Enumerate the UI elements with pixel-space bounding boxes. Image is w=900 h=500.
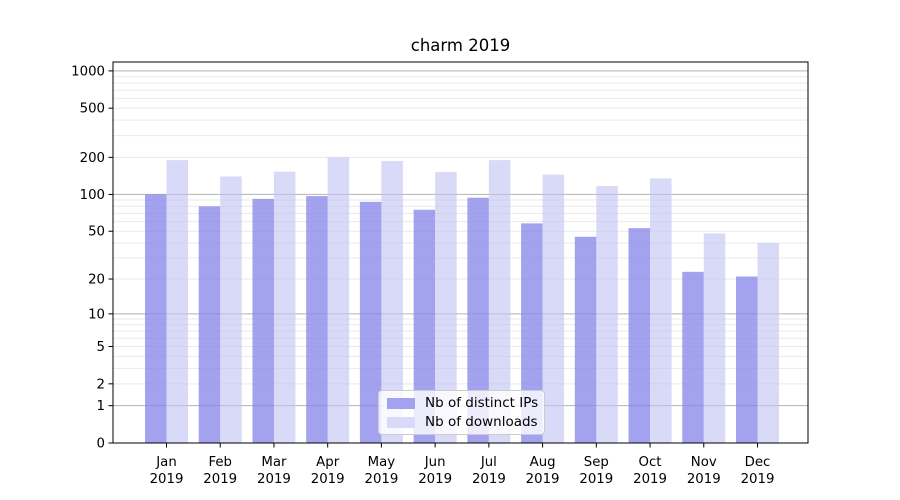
legend-row-downloads: Nb of downloads — [387, 414, 538, 430]
y-tick-label-5: 5 — [97, 340, 105, 355]
legend-label-distinct-ips: Nb of distinct IPs — [425, 395, 539, 411]
y-tick-label-200: 200 — [80, 151, 105, 166]
bar-nb-of-downloads-jul — [488, 160, 511, 444]
bar-nb-of-distinct-ips-nov — [682, 271, 704, 443]
bar-nb-of-distinct-ips-oct — [628, 228, 651, 443]
y-tick-label-0: 0 — [97, 437, 105, 452]
bar-nb-of-distinct-ips-aug — [521, 223, 543, 443]
x-tick-label-dec: Dec 2019 — [741, 455, 775, 487]
bar-nb-of-distinct-ips-mar — [252, 198, 274, 443]
bar-nb-of-distinct-ips-apr — [306, 196, 328, 443]
x-tick-label-apr: Apr 2019 — [311, 455, 345, 487]
x-tick-label-oct: Oct 2019 — [633, 455, 667, 487]
bar-nb-of-downloads-oct — [650, 178, 672, 443]
bar-nb-of-distinct-ips-feb — [198, 206, 221, 443]
plot-border — [112, 61, 809, 444]
x-tick-label-mar: Mar 2019 — [257, 455, 291, 487]
y-tick-label-500: 500 — [80, 102, 105, 117]
x-tick-label-jan: Jan 2019 — [150, 455, 184, 487]
y-tick-label-1: 1 — [97, 399, 105, 414]
bar-nb-of-downloads-jun — [435, 172, 457, 443]
bar-nb-of-downloads-nov — [703, 233, 726, 443]
x-tick-label-may: May 2019 — [364, 455, 398, 487]
legend: Nb of distinct IPs Nb of downloads — [378, 390, 545, 435]
bar-nb-of-downloads-dec — [757, 242, 779, 443]
x-tick-label-sep: Sep 2019 — [579, 455, 613, 487]
bar-nb-of-downloads-may — [381, 160, 403, 444]
x-tick-label-aug: Aug 2019 — [526, 455, 560, 487]
y-tick-label-10: 10 — [88, 307, 105, 322]
y-tick-label-2: 2 — [97, 377, 105, 392]
legend-swatch-distinct-ips — [387, 397, 415, 409]
x-tick-label-jun: Jun 2019 — [418, 455, 452, 487]
legend-row-distinct-ips: Nb of distinct IPs — [387, 395, 539, 411]
bar-nb-of-distinct-ips-sep — [574, 236, 597, 443]
bar-nb-of-distinct-ips-jun — [413, 209, 436, 443]
bar-nb-of-downloads-sep — [596, 186, 618, 444]
y-tick-label-1000: 1000 — [71, 64, 105, 79]
bar-nb-of-distinct-ips-may — [359, 201, 382, 443]
bar-nb-of-downloads-apr — [327, 157, 350, 444]
bar-nb-of-distinct-ips-jan — [145, 194, 167, 443]
bar-nb-of-downloads-mar — [273, 171, 296, 443]
x-tick-label-jul: Jul 2019 — [472, 455, 506, 487]
bar-nb-of-downloads-aug — [542, 174, 565, 443]
bar-nb-of-distinct-ips-dec — [735, 276, 758, 443]
y-tick-label-100: 100 — [80, 188, 105, 203]
y-tick-label-20: 20 — [88, 273, 105, 288]
x-tick-label-feb: Feb 2019 — [203, 455, 237, 487]
legend-swatch-downloads — [387, 416, 415, 428]
bar-nb-of-downloads-feb — [220, 176, 242, 443]
legend-label-downloads: Nb of downloads — [425, 414, 538, 430]
x-tick-label-nov: Nov 2019 — [687, 455, 721, 487]
bar-nb-of-distinct-ips-jul — [467, 197, 489, 443]
chart-title: charm 2019 — [410, 36, 511, 55]
bar-nb-of-downloads-jan — [166, 160, 188, 444]
y-tick-label-50: 50 — [88, 225, 105, 240]
